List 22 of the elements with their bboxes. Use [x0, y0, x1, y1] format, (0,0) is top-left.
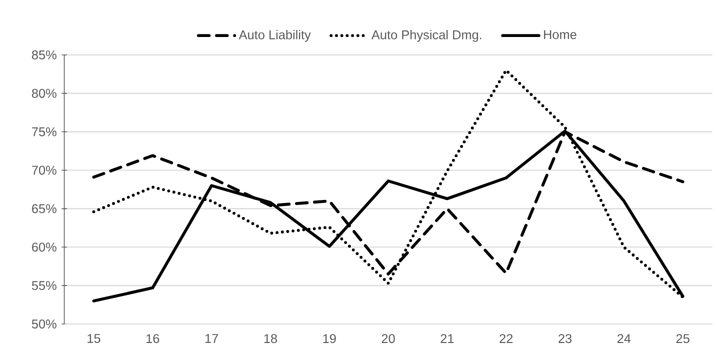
x-tick-label: 16	[146, 334, 160, 344]
legend-label: Auto Physical Dmg.	[371, 30, 482, 42]
y-tick-label: 75%	[32, 127, 56, 136]
y-tick-label: 85%	[32, 50, 56, 60]
x-tick-label: 19	[323, 334, 336, 344]
x-tick-label: 18	[264, 334, 277, 344]
x-tick-label: 17	[205, 334, 218, 343]
legend-label: Auto Liability	[238, 30, 311, 42]
x-tick-label: 25	[676, 334, 690, 344]
y-tick-label: 55%	[32, 281, 56, 290]
y-tick-label: 70%	[32, 166, 56, 175]
legend-label: Home	[544, 30, 576, 40]
x-tick-label: 24	[617, 334, 631, 344]
y-tick-label: 80%	[32, 88, 56, 98]
x-tick-label: 20	[382, 334, 395, 344]
y-tick-label: 60%	[32, 242, 56, 252]
x-tick-label: 22	[500, 334, 513, 344]
y-tick-label: 65%	[32, 204, 56, 214]
x-tick-label: 21	[440, 334, 454, 344]
y-tick-label: 50%	[32, 320, 56, 329]
x-tick-label: 23	[558, 334, 572, 344]
x-tick-label: 15	[88, 334, 100, 344]
